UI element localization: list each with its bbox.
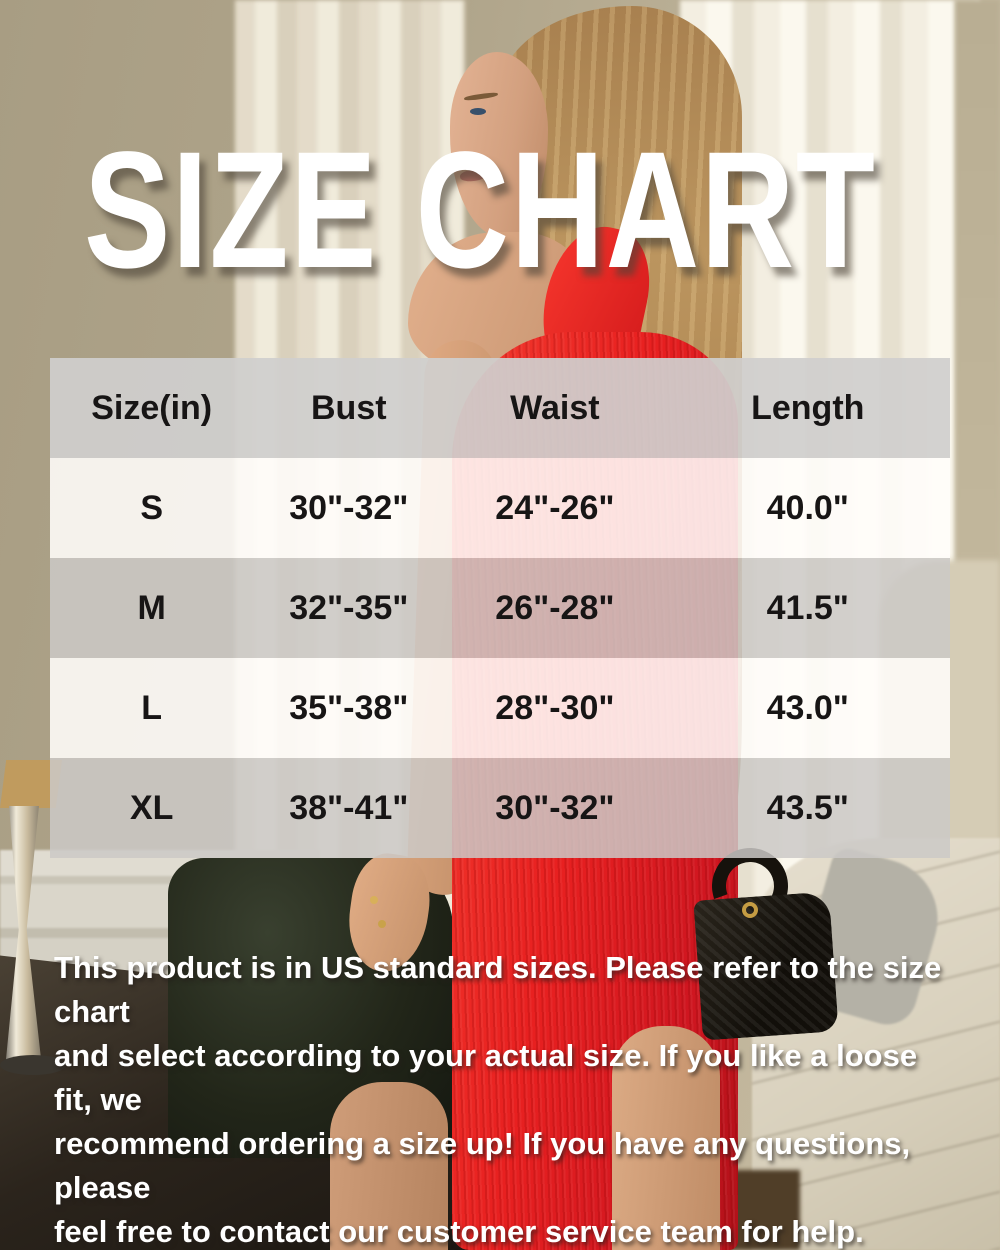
table-row-s: S 30"-32" 24"-26" 40.0" — [50, 458, 950, 558]
column-header-length: Length — [751, 388, 865, 427]
model-left-leg — [330, 1082, 448, 1250]
page-title: SIZE CHART — [84, 118, 877, 303]
bust-cell: 38"-41" — [289, 788, 409, 827]
table-row-xl: XL 38"-41" 30"-32" 43.5" — [50, 758, 950, 858]
size-cell: M — [137, 588, 166, 627]
bust-cell: 30"-32" — [289, 488, 409, 527]
column-header-waist: Waist — [510, 388, 600, 427]
waist-cell: 28"-30" — [495, 688, 615, 727]
notice-line: recommend ordering a size up! If you hav… — [54, 1126, 911, 1205]
model-face — [450, 52, 548, 238]
table-row-l: L 35"-38" 28"-30" 43.0" — [50, 658, 950, 758]
length-cell: 40.0" — [766, 488, 849, 527]
size-chart-table: Size(in) Bust Waist Length S 30"-32" 24"… — [50, 358, 950, 858]
table-header-row: Size(in) Bust Waist Length — [50, 358, 950, 458]
lamp-base — [0, 1055, 66, 1075]
handbag-gold-buckle — [742, 902, 758, 918]
notice-line: and select according to your actual size… — [54, 1038, 918, 1117]
size-cell: L — [141, 688, 163, 727]
column-header-bust: Bust — [311, 388, 387, 427]
gold-ring — [370, 896, 378, 904]
sizing-notice: This product is in US standard sizes. Pl… — [54, 946, 954, 1250]
length-cell: 41.5" — [766, 588, 849, 627]
notice-line: feel free to contact our customer servic… — [54, 1214, 864, 1249]
table-row-m: M 32"-35" 26"-28" 41.5" — [50, 558, 950, 658]
waist-cell: 24"-26" — [495, 488, 615, 527]
size-cell: XL — [129, 788, 174, 827]
waist-cell: 26"-28" — [495, 588, 615, 627]
bust-cell: 32"-35" — [289, 588, 409, 627]
size-cell: S — [140, 488, 164, 527]
waist-cell: 30"-32" — [495, 788, 615, 827]
notice-line: This product is in US standard sizes. Pl… — [54, 950, 942, 1029]
length-cell: 43.0" — [766, 688, 849, 727]
bust-cell: 35"-38" — [289, 688, 409, 727]
model-eye — [470, 108, 486, 115]
gold-ring — [378, 920, 386, 928]
length-cell: 43.5" — [766, 788, 849, 827]
column-header-size: Size(in) — [91, 388, 213, 427]
model-right-leg — [612, 1026, 720, 1250]
